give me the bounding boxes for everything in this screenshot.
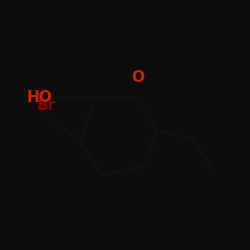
Text: HO: HO xyxy=(27,90,52,105)
Text: O: O xyxy=(131,70,144,85)
Text: Br: Br xyxy=(37,98,56,112)
